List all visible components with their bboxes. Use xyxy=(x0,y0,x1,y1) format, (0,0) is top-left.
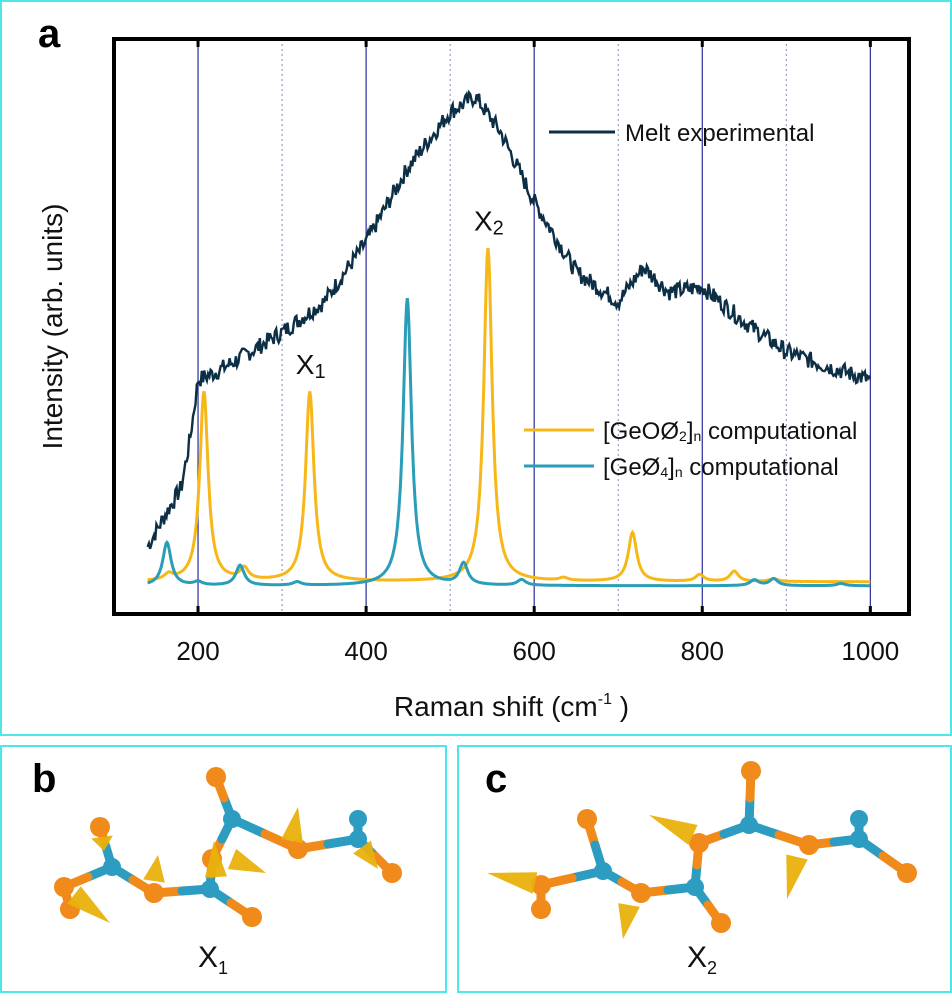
germanium-atom xyxy=(349,830,367,848)
molecule-x2-diagram xyxy=(487,761,917,939)
oxygen-atom xyxy=(531,875,551,895)
oxygen-atom xyxy=(577,809,597,829)
germanium-atom xyxy=(103,858,121,876)
legend-part: computational xyxy=(683,454,839,481)
legend-part: n xyxy=(675,464,683,480)
annotation-main: X xyxy=(474,205,493,236)
displacement-arrow xyxy=(205,841,227,878)
germanium-atom xyxy=(349,810,367,828)
oxygen-atom xyxy=(897,863,917,883)
displacement-arrow xyxy=(353,840,378,869)
legend-part: [GeOØ xyxy=(603,418,679,445)
caption-text: X xyxy=(198,941,219,974)
germanium-atom xyxy=(223,810,241,828)
oxygen-atom xyxy=(144,883,164,903)
displacement-arrow xyxy=(91,835,113,851)
series-geo4-line xyxy=(147,297,871,588)
legend-part: computational xyxy=(701,418,857,445)
panel-b: b X1 xyxy=(0,745,447,993)
oxygen-atom xyxy=(288,839,308,859)
germanium-atom xyxy=(850,830,868,848)
oxygen-atom xyxy=(90,817,110,837)
oxygen-atom xyxy=(799,835,819,855)
panel-a: a 200 400 600 800 1000 Raman shift (cm-1 ) Int… xyxy=(0,0,952,736)
oxygen-atom xyxy=(631,883,651,903)
displacement-arrow xyxy=(649,815,698,846)
displacement-arrow xyxy=(227,848,266,873)
displacement-arrow xyxy=(786,854,808,899)
panel-label-a: a xyxy=(38,12,61,56)
series-geo-o2-line xyxy=(147,247,871,584)
panel-label-c: c xyxy=(485,757,508,801)
oxygen-atom xyxy=(689,833,709,853)
x-tick-label: 800 xyxy=(681,636,724,666)
legend-label: [GeØ4]n computational xyxy=(603,454,839,481)
legend-part: ] xyxy=(668,454,675,481)
x-axis-label: Raman shift (cm-1 ) xyxy=(394,691,629,722)
displacement-arrow xyxy=(143,855,165,883)
raman-chart: 200 400 600 800 1000 Raman shift (cm-1 ) Inten… xyxy=(37,37,911,722)
oxygen-atom xyxy=(741,761,761,781)
germanium-atom xyxy=(201,880,219,898)
caption-x2: X2 xyxy=(687,941,717,979)
caption-sub: 1 xyxy=(218,958,229,978)
oxygen-atom xyxy=(382,863,402,883)
annotation-sub: 1 xyxy=(314,361,325,383)
molecule-x1-diagram xyxy=(54,767,402,927)
x-label-sup: -1 xyxy=(598,691,612,708)
caption-text: X xyxy=(687,941,708,974)
legend-label-melt: Melt experimental xyxy=(625,120,814,147)
x-tick-label: 1000 xyxy=(841,636,899,666)
displacement-arrow xyxy=(487,872,538,894)
peak-annotation: X1 xyxy=(296,349,326,383)
germanium-atom xyxy=(594,862,612,880)
x-label-end: ) xyxy=(612,691,629,722)
oxygen-atom xyxy=(242,907,262,927)
annotation-sub: 2 xyxy=(493,217,504,239)
caption-sub: 2 xyxy=(707,958,718,978)
displacement-arrow xyxy=(618,903,640,939)
x-tick-label: 200 xyxy=(176,636,219,666)
oxygen-atom xyxy=(711,913,731,933)
oxygen-atom xyxy=(206,767,226,787)
legend-part: 2 xyxy=(679,428,687,444)
plot-frame xyxy=(112,37,911,616)
annotation-main: X xyxy=(296,349,315,380)
x-tick-label: 400 xyxy=(344,636,387,666)
legend-part: [GeØ xyxy=(603,454,660,481)
oxygen-atom xyxy=(54,877,74,897)
series-melt-line xyxy=(146,89,871,550)
oxygen-atom xyxy=(531,899,551,919)
legend-part: ] xyxy=(687,418,694,445)
displacement-arrow xyxy=(281,807,303,843)
legend-label: [GeOØ2]n computational xyxy=(603,418,857,445)
x-label-main: Raman shift (cm xyxy=(394,691,598,722)
panel-label-b: b xyxy=(32,757,57,801)
germanium-atom xyxy=(740,816,758,834)
y-axis-label: Intensity (arb. units) xyxy=(37,204,68,450)
legend-part: n xyxy=(694,428,702,444)
peak-annotation: X2 xyxy=(474,205,504,239)
panel-c: c X2 xyxy=(457,745,952,993)
germanium-atom xyxy=(686,878,704,896)
displacement-arrow xyxy=(67,886,110,923)
x-tick-label: 600 xyxy=(512,636,555,666)
legend-part: 4 xyxy=(660,464,668,480)
germanium-atom xyxy=(850,810,868,828)
caption-x1: X1 xyxy=(198,941,228,979)
